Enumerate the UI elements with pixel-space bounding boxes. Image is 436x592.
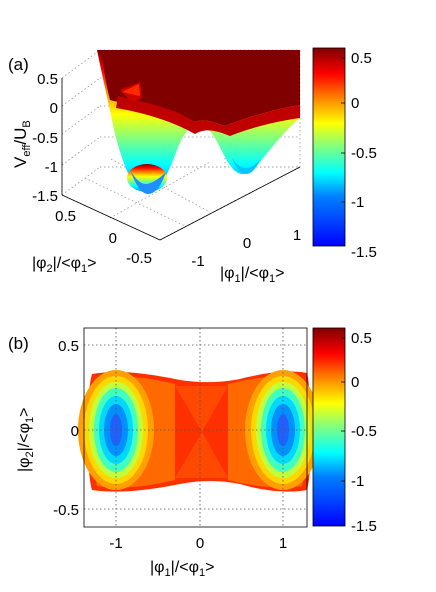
panel-b-ylabel: |φ2|/<φ1> — [16, 408, 36, 472]
panel-b-y-ticks: 0.5 0 -0.5 — [53, 338, 79, 519]
panel-a-axes — [61, 78, 301, 241]
panel-a-z-tick: 0 — [50, 100, 58, 117]
panel-b-x-tick: 0 — [196, 535, 204, 552]
panel-a-y-ticks: 0.5 0 -0.5 — [55, 208, 152, 267]
panel-b-y-tick: 0 — [71, 423, 79, 440]
panel-b-cbar-tick: -1 — [351, 473, 364, 490]
panel-a: (a) — [8, 47, 377, 285]
panel-b-x-tick: -1 — [109, 535, 122, 552]
panel-b-colorbar: 0.5 0 -0.5 -1 -1.5 — [312, 327, 377, 535]
panel-a-cbar-tick: 0.5 — [351, 50, 372, 67]
panel-a-cbar-tick: -0.5 — [351, 145, 377, 162]
panel-a-y-tick: 0.5 — [55, 208, 76, 225]
panel-b-y-tick: -0.5 — [53, 502, 79, 519]
panel-a-y-tick: -0.5 — [126, 250, 152, 267]
panel-a-y-tick: 0 — [109, 230, 117, 247]
panel-a-surface — [97, 50, 300, 194]
panel-a-label: (a) — [8, 55, 29, 74]
panel-a-x-tick: -1 — [191, 253, 204, 270]
panel-a-z-tick: -1.5 — [32, 188, 58, 205]
panel-a-cbar-tick: -1 — [351, 194, 364, 211]
panel-a-cbar-tick: 0 — [351, 95, 359, 112]
panel-a-colorbar: 0.5 0 -0.5 -1 -1.5 — [312, 47, 377, 261]
panel-b-y-tick: 0.5 — [58, 338, 79, 355]
panel-a-x-ticks: -1 0 1 — [191, 227, 301, 270]
panel-b-cbar-tick: -1.5 — [351, 518, 377, 535]
panel-a-x-tick: 0 — [243, 235, 251, 252]
panel-b-cbar-tick: 0 — [351, 374, 359, 391]
panel-b: (b) — [8, 327, 377, 579]
panel-a-z-tick: 0.5 — [37, 71, 58, 88]
panel-a-zlabel: Veff/UB — [11, 120, 33, 168]
panel-a-x-tick: 1 — [293, 227, 301, 244]
panel-a-ylabel: |φ2|/<φ1> — [32, 255, 96, 275]
panel-a-z-ticks: 0.5 0 -0.5 -1 -1.5 — [32, 71, 58, 205]
panel-a-cbar-tick: -1.5 — [351, 244, 377, 261]
panel-b-label: (b) — [8, 334, 29, 353]
panel-a-z-tick: -1 — [45, 159, 58, 176]
panel-b-cbar-tick: -0.5 — [351, 423, 377, 440]
panel-b-heatmap — [78, 370, 321, 492]
panel-b-x-tick: 1 — [279, 535, 287, 552]
panel-b-cbar-tick: 0.5 — [351, 330, 372, 347]
panel-b-xlabel: |φ1|/<φ1> — [150, 559, 214, 579]
panel-b-x-ticks: -1 0 1 — [109, 535, 287, 552]
panel-a-xlabel: |φ1|/<φ1> — [220, 265, 284, 285]
panel-a-z-tick: -0.5 — [32, 130, 58, 147]
panel-b-grid — [84, 328, 307, 527]
panel-b-axes-box — [83, 327, 308, 528]
